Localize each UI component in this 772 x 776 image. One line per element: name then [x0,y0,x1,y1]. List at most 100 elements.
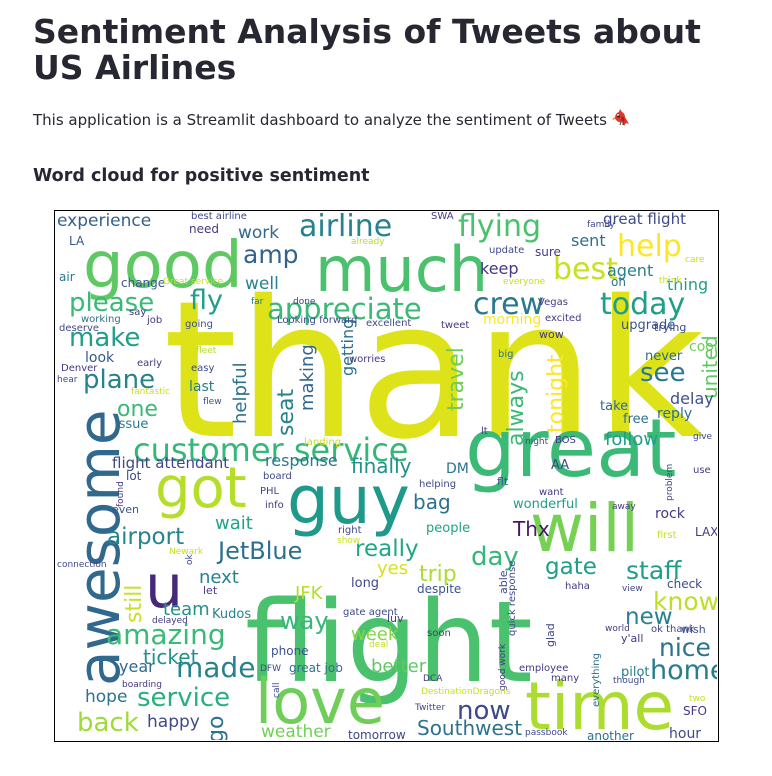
word-well: well [245,274,279,294]
word-right: right [338,525,362,536]
word-response: response [265,451,338,470]
word-home: home [650,655,717,686]
word-board: board [263,471,292,482]
word-tomorrow: tomorrow [348,728,406,740]
word-looking-forward: Looking forward [277,315,357,326]
word-dfw: DFW [260,664,281,674]
word-long: long [351,576,379,591]
word-bos: BOS [555,435,576,446]
word-let: let [203,584,218,597]
word-delay: delay [670,389,714,408]
word-need: need [189,222,219,236]
word-made: made [176,651,255,684]
word-ok-thank: ok thank [651,624,695,635]
word-change: change [121,276,165,290]
word-newark: Newark [169,547,204,557]
word-best-airline: best airline [191,211,247,222]
word-want: want [539,487,564,498]
word-found: found [116,481,126,507]
word-thank: thank [163,260,705,481]
word-phl: PHL [260,486,280,497]
word-flt: flt [497,475,509,488]
word-deserve: deserve [59,323,99,334]
word-gate: gate [545,554,597,580]
word-now: now [457,696,511,726]
word-connection: connection [57,560,107,570]
word-morning: morning [483,312,541,328]
word-work: work [238,223,279,243]
word-customer-service: customer service [133,431,408,469]
word-follow: follow [605,429,658,450]
word-amp: amp [243,240,299,269]
word-swa: SWA [431,211,454,222]
word-take: take [600,399,628,414]
word-flying: flying [458,211,541,244]
word-fleet: fleet [196,346,217,356]
word-sfo: SFO [683,704,707,718]
word-plane: plane [83,365,155,395]
word-know: know [653,587,717,616]
word-show: show [337,536,360,546]
word-lax: LAX [695,525,717,539]
word-delayed: delayed [152,616,188,626]
word-airport: airport [107,524,184,550]
word-lt: lt [481,426,488,437]
word-team: team [163,599,210,620]
word-jfk: JFK [294,583,324,604]
word-deal: deal [369,640,388,650]
word-denver: Denver [61,363,98,374]
word-making: making [297,344,318,411]
word-united: united [698,335,717,399]
word-phone: phone [271,644,309,658]
word-easy: easy [191,363,214,374]
word-back: back [77,708,139,738]
word-fly: fly [190,285,223,316]
word-seat: seat [274,389,299,436]
word-please: please [69,288,154,318]
word-flew: flew [203,397,222,407]
word-good-work: good work [498,643,508,691]
word-amazing: amazing [106,618,226,651]
word-people: people [426,521,470,536]
word-always: always [504,370,529,446]
word-fantastic: fantastic [131,387,170,397]
word-lot: lot [126,469,142,483]
word-weather: weather [261,722,331,740]
word-update: update [489,245,524,256]
word-staff: staff [626,556,682,585]
word-new: new [625,604,673,630]
word-next: next [199,567,239,588]
word-make: make [69,323,140,353]
word-la: LA [69,234,85,248]
word-upgrade: upgrade [621,318,675,333]
word-many: many [551,673,579,684]
word-call: call [272,683,282,698]
word-flight: flight [245,578,533,708]
word-look: look [85,350,115,366]
word-guy: guy [287,462,410,539]
word-destinationdragons: DestinationDragons [421,687,511,697]
word-info: info [265,500,284,511]
word-vegas: Vegas [538,297,568,308]
word-way: way [280,607,329,635]
word-say: say [129,307,146,318]
word-everything: everything [591,653,602,707]
word-never: never [645,349,683,364]
word-really: really [355,536,419,562]
word-crew: crew [473,287,544,322]
word-u: u [145,552,183,622]
word-excellent: excellent [366,318,411,329]
word-awesome: awesome [65,409,133,686]
word-first: first [657,530,677,541]
word-time: time [525,668,674,740]
word-best: best [553,252,618,287]
wordcloud-image: thank flight great awesome good much love time g… [54,210,719,742]
word-twitter: Twitter [414,703,445,713]
word-kudos: Kudos [212,607,251,622]
word-gate-agent: gate agent [343,607,398,618]
word-airline: airline [299,211,392,244]
app-description: This application is a Streamlit dashboar… [33,108,631,134]
word-jetblue: JetBlue [216,537,302,565]
word-excited: excited [545,313,581,324]
